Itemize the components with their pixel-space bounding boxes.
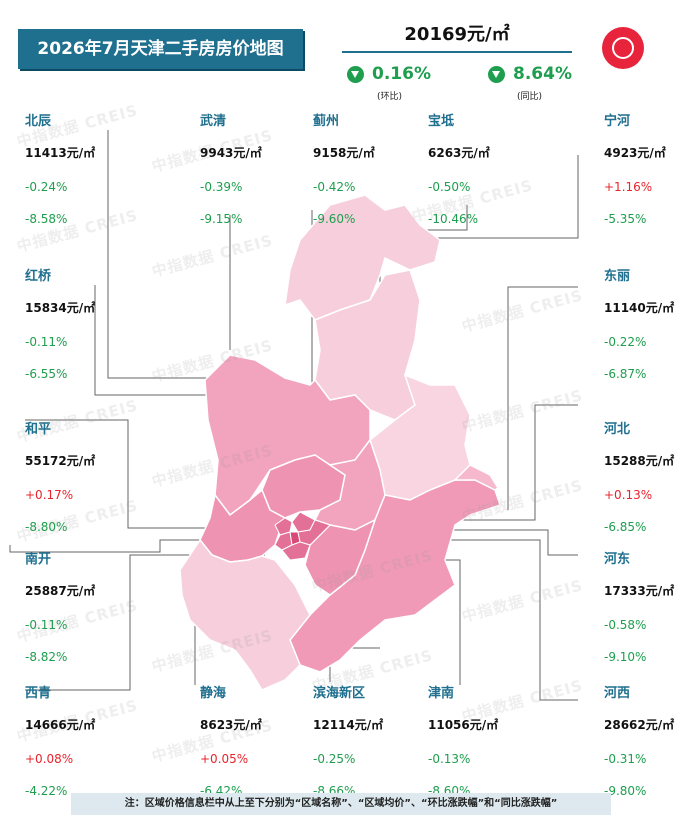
district-price: 15834元/㎡ (25, 301, 96, 315)
region-jizhou[interactable] (284, 194, 441, 321)
district-name: 南开 (25, 552, 52, 567)
district-panel-hedong: 河东 17333元/㎡ -0.58% -9.10% (604, 548, 687, 666)
district-yoy-change: -9.10% (604, 650, 647, 664)
district-price: 12114元/㎡ (313, 718, 384, 732)
district-name: 和平 (25, 422, 52, 437)
city-mom-label: (环比) (377, 92, 403, 102)
district-yoy-change: -9.60% (313, 212, 356, 226)
district-mom-change: -0.22% (604, 335, 647, 349)
district-panel-heping: 和平 55172元/㎡ +0.17% -8.80% (25, 418, 140, 536)
district-name: 静海 (200, 686, 227, 701)
district-price: 8623元/㎡ (200, 718, 262, 732)
district-panel-xiqing: 西青 14666元/㎡ +0.08% -4.22% (25, 682, 140, 800)
district-price: 11140元/㎡ (604, 301, 675, 315)
district-mom-change: -0.50% (428, 180, 471, 194)
city-mom-change: 0.16% (372, 64, 431, 84)
district-name: 河北 (604, 422, 631, 437)
district-panel-jinghai: 静海 8623元/㎡ +0.05% -6.42% (200, 682, 315, 800)
district-panel-nankai: 南开 25887元/㎡ -0.11% -8.82% (25, 548, 140, 666)
district-panel-dongli: 东丽 11140元/㎡ -0.22% -6.87% (604, 265, 687, 383)
leader-line-dongli (507, 286, 578, 510)
district-name: 东丽 (604, 269, 631, 284)
district-name: 宝坻 (428, 114, 455, 129)
district-name: 武清 (200, 114, 227, 129)
district-yoy-change: -8.58% (25, 212, 68, 226)
district-name: 西青 (25, 686, 52, 701)
district-price: 6263元/㎡ (428, 146, 490, 160)
district-yoy-change: -10.46% (428, 212, 479, 226)
district-price: 55172元/㎡ (25, 454, 96, 468)
district-panel-hebei: 河北 15288元/㎡ +0.13% -6.85% (604, 418, 687, 536)
district-mom-change: +1.16% (604, 180, 653, 194)
district-mom-change: -0.42% (313, 180, 356, 194)
district-yoy-change: -6.85% (604, 520, 647, 534)
region-jinghai[interactable] (179, 538, 311, 691)
district-price: 15288元/㎡ (604, 454, 675, 468)
region-ninghe-coast[interactable] (453, 464, 500, 491)
district-mom-change: +0.13% (604, 488, 653, 502)
district-price: 25887元/㎡ (25, 584, 96, 598)
district-name: 红桥 (25, 269, 52, 284)
district-panel-baodi: 宝坻 6263元/㎡ -0.50% -10.46% (428, 110, 543, 228)
city-average-price: 20169元/㎡ (404, 24, 510, 45)
district-panel-hexi: 河西 28662元/㎡ -0.31% -9.80% (604, 682, 687, 800)
logo-ring (612, 37, 634, 59)
district-mom-change: +0.08% (25, 752, 74, 766)
creis-logo-icon (602, 27, 644, 69)
district-yoy-change: -9.80% (604, 784, 647, 798)
district-price: 9158元/㎡ (313, 146, 375, 160)
city-yoy-change: 8.64% (513, 64, 572, 84)
region-hongqiao[interactable] (274, 517, 293, 536)
district-yoy-change: -8.80% (25, 520, 68, 534)
district-yoy-change: -6.87% (604, 367, 647, 381)
district-mom-change: -0.31% (604, 752, 647, 766)
district-mom-change: -0.39% (200, 180, 243, 194)
region-jinnan[interactable] (304, 518, 377, 596)
district-price: 9943元/㎡ (200, 146, 262, 160)
district-name: 宁河 (604, 114, 631, 129)
district-mom-change: -0.25% (313, 752, 356, 766)
district-panel-jinnan: 津南 11056元/㎡ -0.13% -8.60% (428, 682, 543, 800)
district-yoy-change: -8.82% (25, 650, 68, 664)
down-arrow-icon (347, 66, 364, 83)
summary-divider (342, 51, 572, 53)
footnote: 注：区域价格信息栏中从上至下分别为“区域名称”、“区域均价”、“环比涨跌幅”和“… (71, 793, 611, 815)
district-price: 11056元/㎡ (428, 718, 499, 732)
district-name: 北辰 (25, 114, 52, 129)
down-arrow-icon (488, 66, 505, 83)
district-price: 17333元/㎡ (604, 584, 675, 598)
district-mom-change: +0.17% (25, 488, 74, 502)
district-yoy-change: -4.22% (25, 784, 68, 798)
district-panel-hongqiao: 红桥 15834元/㎡ -0.11% -6.55% (25, 265, 140, 383)
district-panel-ninghe: 宁河 4923元/㎡ +1.16% -5.35% (604, 110, 687, 228)
page-title: 2026年7月天津二手房房价地图 (18, 29, 303, 69)
district-name: 河东 (604, 552, 631, 567)
city-yoy-label: (同比) (517, 92, 543, 102)
district-mom-change: -0.58% (604, 618, 647, 632)
district-price: 28662元/㎡ (604, 718, 675, 732)
district-price: 4923元/㎡ (604, 146, 666, 160)
district-price: 14666元/㎡ (25, 718, 96, 732)
district-name: 河西 (604, 686, 631, 701)
district-yoy-change: -6.55% (25, 367, 68, 381)
district-yoy-change: -9.15% (200, 212, 243, 226)
district-mom-change: -0.11% (25, 618, 68, 632)
district-mom-change: -0.13% (428, 752, 471, 766)
district-name: 蓟州 (313, 114, 340, 129)
district-name: 津南 (428, 686, 455, 701)
district-panel-binhai: 滨海新区 12114元/㎡ -0.25% -8.66% (313, 682, 428, 800)
district-mom-change: -0.11% (25, 335, 68, 349)
region-hexi[interactable] (281, 541, 311, 561)
district-name: 滨海新区 (313, 686, 366, 701)
district-yoy-change: -5.35% (604, 212, 647, 226)
district-panel-jizhou: 蓟州 9158元/㎡ -0.42% -9.60% (313, 110, 428, 228)
district-mom-change: +0.05% (200, 752, 249, 766)
district-panel-wuqing: 武清 9943元/㎡ -0.39% -9.15% (200, 110, 315, 228)
district-price: 11413元/㎡ (25, 146, 96, 160)
district-panel-beichen: 北辰 11413元/㎡ -0.24% -8.58% (25, 110, 140, 228)
district-mom-change: -0.24% (25, 180, 68, 194)
